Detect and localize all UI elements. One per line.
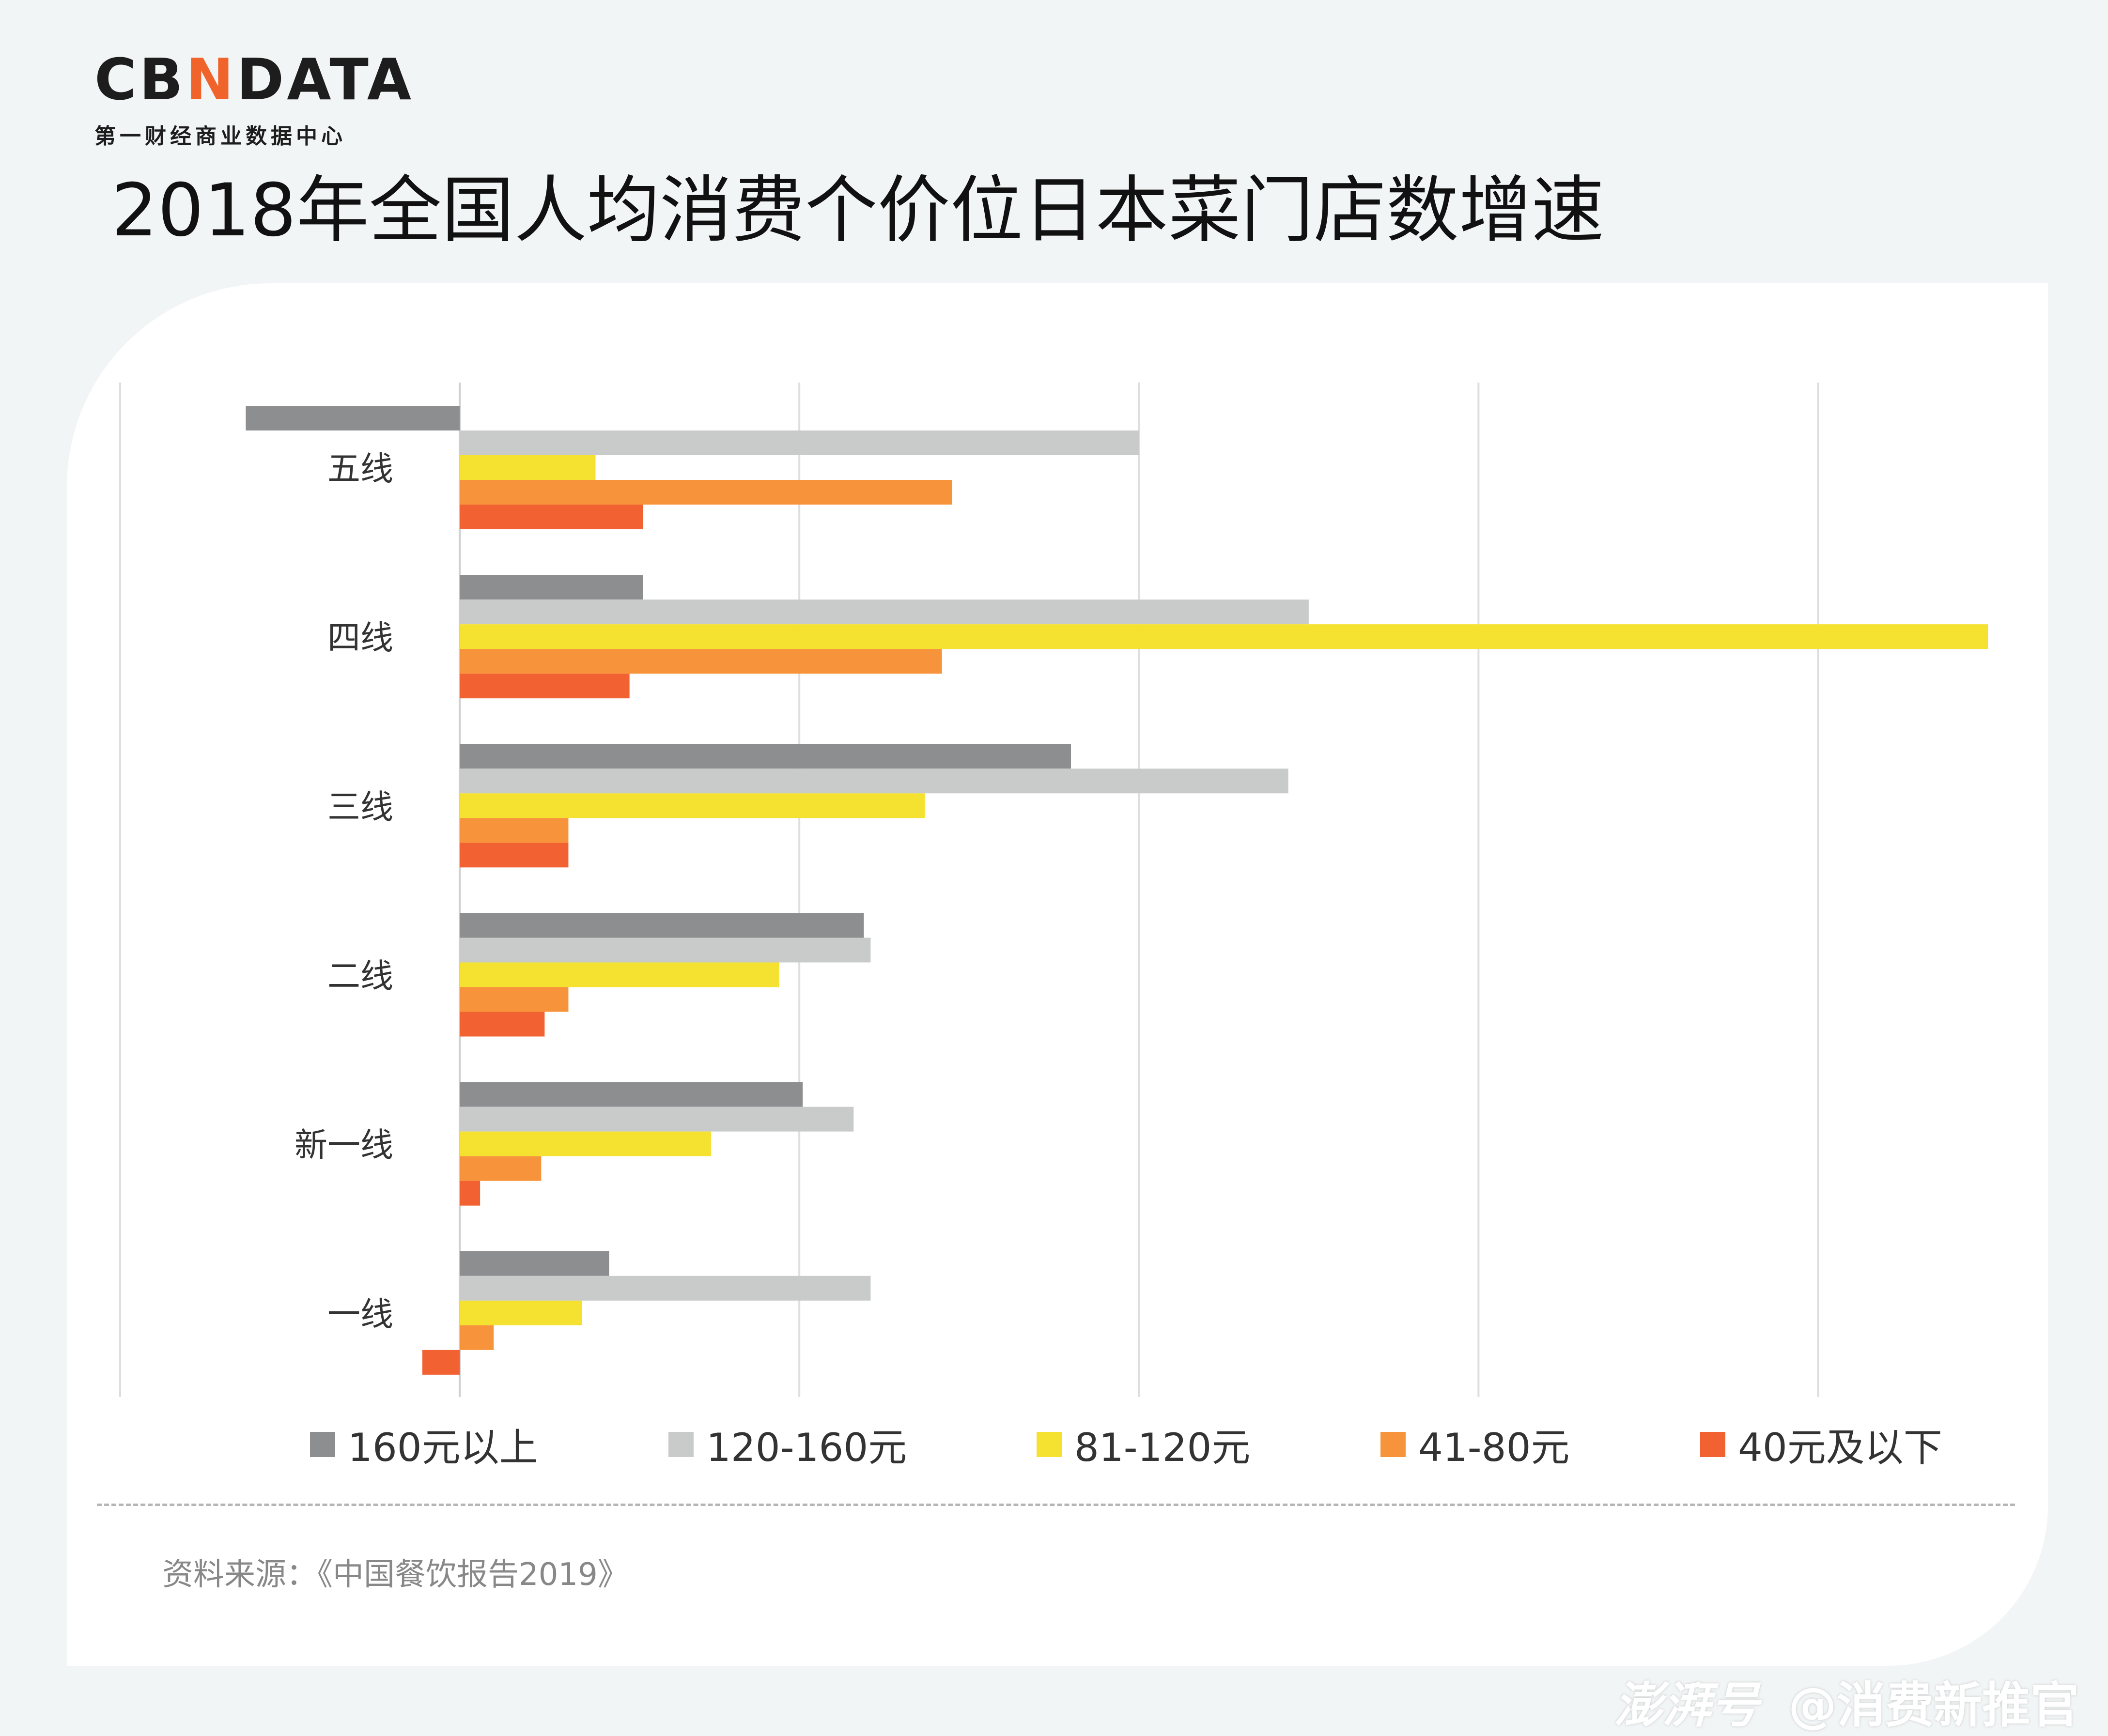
bar-0-3: [460, 480, 952, 505]
bar-0-0: [246, 406, 460, 430]
chart-legend: 160元以上 120-160元 81-120元 41-80元 40元及以下: [0, 1416, 2108, 1470]
legend-label: 120-160元: [706, 1425, 907, 1470]
bar-2-1: [460, 768, 1288, 794]
bar-0-1: [460, 430, 1139, 455]
bar-1-0: [460, 575, 643, 600]
bar-5-4: [422, 1350, 460, 1375]
legend-swatch: [1037, 1432, 1062, 1457]
bar-2-4: [460, 843, 569, 868]
dashed-divider: [97, 1504, 2015, 1506]
bar-5-0: [460, 1251, 609, 1276]
bar-3-1: [460, 937, 871, 963]
category-label: 三线: [327, 788, 393, 827]
legend-item: 41-80元: [1380, 1416, 1569, 1473]
bar-4-2: [460, 1131, 711, 1156]
logo-part-data: DATA: [236, 46, 415, 113]
logo-subtitle: 第一财经商业数据中心: [94, 124, 346, 149]
bar-5-3: [460, 1325, 494, 1350]
legend-swatch: [1700, 1432, 1725, 1457]
bar-3-0: [460, 913, 864, 938]
bar-3-2: [460, 962, 779, 987]
bar-2-0: [460, 744, 1071, 769]
bar-3-3: [460, 987, 569, 1012]
bar-1-2: [460, 624, 1988, 649]
logo-wordmark: CBNDATA: [94, 51, 414, 108]
logo-part-n: N: [186, 46, 237, 113]
legend-item: 40元及以下: [1700, 1416, 1942, 1473]
legend-swatch: [1380, 1432, 1406, 1457]
bar-4-1: [460, 1106, 854, 1132]
data-source: 资料来源：《中国餐饮报告2019》: [162, 1557, 629, 1593]
bar-4-0: [460, 1082, 803, 1107]
bar-1-4: [460, 674, 630, 699]
category-label: 五线: [327, 450, 393, 489]
cbndata-logo: CBNDATA 第一财经商业数据中心: [94, 51, 414, 150]
chart-title: 2018年全国人均消费个价位日本菜门店数增速: [111, 169, 1604, 253]
bar-2-3: [460, 818, 569, 843]
category-label: 二线: [327, 957, 393, 996]
legend-label: 81-120元: [1074, 1425, 1251, 1470]
legend-label: 40元及以下: [1738, 1425, 1942, 1470]
bar-4-4: [460, 1181, 480, 1206]
bar-5-1: [460, 1275, 871, 1301]
legend-swatch: [668, 1432, 694, 1457]
category-label: 四线: [327, 619, 393, 658]
bar-2-2: [460, 793, 925, 818]
legend-swatch: [310, 1432, 335, 1457]
bar-5-2: [460, 1300, 582, 1325]
legend-label: 160元以上: [348, 1425, 538, 1470]
watermark-logo: 澎湃号: [1614, 1677, 1759, 1734]
legend-item: 81-120元: [1037, 1416, 1250, 1473]
legend-item: 160元以上: [310, 1416, 538, 1473]
category-label: 新一线: [294, 1126, 393, 1165]
watermark-handle: @消费新推官: [1788, 1677, 2079, 1734]
bar-0-2: [460, 455, 596, 480]
legend-item: 120-160元: [668, 1416, 907, 1473]
bar-1-3: [460, 649, 942, 674]
bar-1-1: [460, 599, 1309, 625]
category-label: 一线: [327, 1295, 393, 1334]
legend-label: 41-80元: [1418, 1425, 1570, 1470]
logo-part-cb: CB: [94, 46, 186, 113]
bar-0-4: [460, 505, 643, 529]
bar-3-4: [460, 1012, 545, 1037]
bar-4-3: [460, 1156, 542, 1181]
watermark: 澎湃号 @消费新推官: [1614, 1666, 2079, 1736]
